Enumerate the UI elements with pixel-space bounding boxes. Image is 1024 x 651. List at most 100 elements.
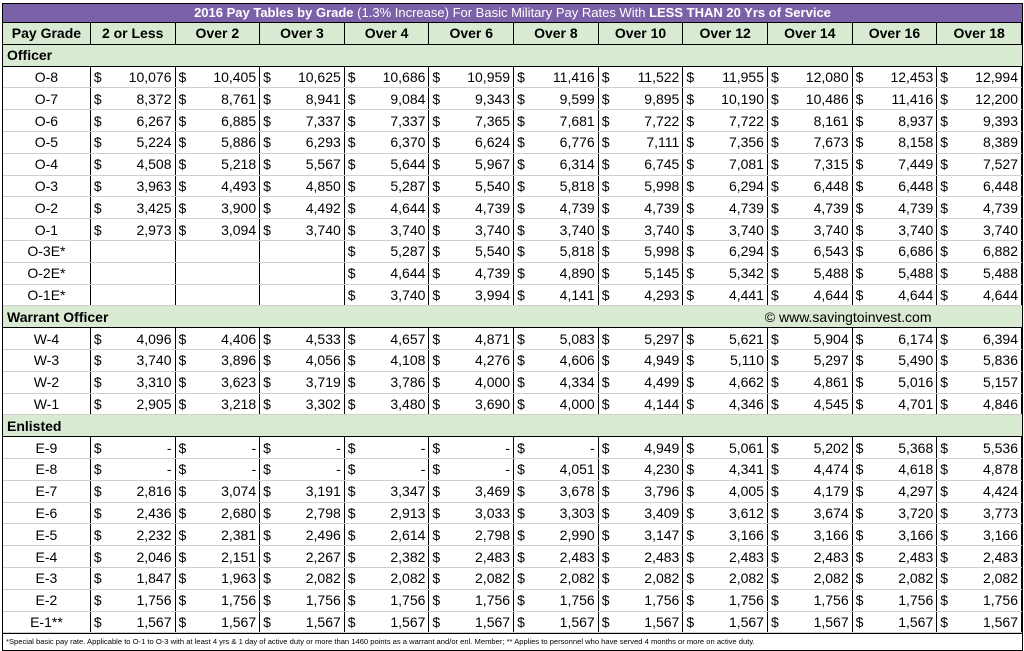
pay-value: 3,740	[305, 221, 341, 238]
pay-value: -	[420, 461, 426, 478]
pay-cell: $2,973	[90, 218, 176, 241]
pay-value: 8,161	[813, 112, 849, 129]
currency-symbol: $	[432, 570, 441, 587]
pay-cell: $3,166	[767, 523, 853, 547]
pay-value: -	[166, 461, 172, 478]
pay-value: 8,937	[898, 112, 934, 129]
pay-value: 8,372	[136, 90, 172, 107]
pay-value: 11,416	[552, 68, 595, 85]
currency-symbol: $	[940, 177, 949, 194]
currency-symbol: $	[517, 221, 525, 238]
pay-value: 5,818	[559, 243, 595, 260]
currency-symbol: $	[347, 265, 356, 282]
pay-value: 6,624	[475, 134, 511, 151]
pay-value: 2,816	[136, 483, 172, 500]
pay-cell: $5,540	[428, 175, 515, 198]
pay-value: 3,302	[305, 395, 341, 412]
pay-cell: $1,756	[344, 589, 430, 612]
pay-value: 3,347	[390, 483, 426, 500]
pay-cell: $5,368	[852, 436, 938, 459]
table-row: O-5 $5,224 $5,886 $6,293 $6,370 $6,624 $6,776 $…	[3, 131, 1022, 154]
pay-cell: $4,293	[598, 284, 684, 307]
pay-value: 4,739	[813, 199, 849, 216]
pay-value: 2,483	[559, 548, 595, 565]
pay-value: 3,786	[390, 374, 426, 391]
pay-value: 4,144	[644, 395, 680, 412]
pay-cell: $4,949	[598, 436, 684, 459]
pay-value: 2,483	[982, 548, 1018, 565]
currency-symbol: $	[178, 395, 187, 412]
currency-symbol: $	[855, 286, 864, 303]
section-label: Officer	[3, 44, 1022, 67]
pay-value: 1,756	[559, 592, 595, 609]
currency-symbol: $	[770, 570, 779, 587]
pay-value: 1,756	[390, 592, 426, 609]
pay-value: 4,096	[136, 330, 172, 347]
pay-value: 3,994	[475, 286, 511, 303]
pay-value: 4,890	[559, 265, 595, 282]
currency-symbol: $	[517, 90, 525, 107]
currency-symbol: $	[263, 221, 271, 238]
footnote: *Special basic pay rate. Applicable to O…	[3, 633, 1022, 650]
pay-value: -	[336, 461, 341, 478]
pay-cell: $4,230	[598, 458, 684, 481]
pay-value: 3,900	[221, 199, 257, 216]
currency-symbol: $	[855, 265, 864, 282]
pay-value: 4,878	[982, 461, 1018, 478]
currency-symbol: $	[432, 504, 441, 521]
currency-symbol: $	[178, 156, 187, 173]
table-row: E-7 $2,816 $3,074 $3,191 $3,347 $3,469 $3,678 $…	[3, 480, 1022, 503]
currency-symbol: $	[770, 221, 779, 238]
pay-value: 10,625	[297, 68, 341, 85]
pay-cell: $2,046	[90, 545, 176, 568]
currency-symbol: $	[686, 439, 695, 456]
pay-value: 4,644	[390, 265, 426, 282]
currency-symbol: $	[855, 177, 864, 194]
currency-symbol: $	[93, 68, 102, 85]
currency-symbol: $	[855, 570, 864, 587]
pay-value: 4,346	[728, 395, 764, 412]
pay-value: 6,448	[898, 177, 934, 194]
pay-value: 3,303	[559, 504, 595, 521]
currency-symbol: $	[601, 68, 610, 85]
pay-cell: $4,871	[428, 327, 515, 350]
pay-cell: $6,882	[936, 240, 1022, 263]
pay-value: 5,157	[982, 374, 1018, 391]
pay-value: 2,614	[390, 526, 426, 543]
currency-symbol: $	[178, 330, 187, 347]
pay-cell: $1,756	[598, 589, 684, 612]
pay-cell: $5,904	[767, 327, 853, 350]
currency-symbol: $	[940, 243, 949, 260]
currency-symbol: $	[517, 374, 525, 391]
currency-symbol: $	[940, 352, 949, 369]
currency-symbol: $	[93, 90, 102, 107]
pay-cell: $3,612	[682, 502, 768, 525]
pay-grade-cell: E-6	[3, 502, 91, 525]
pay-value: 4,949	[644, 439, 680, 456]
pay-value: 1,963	[221, 570, 257, 587]
pay-cell: $ -	[344, 458, 430, 481]
pay-cell: $11,416	[513, 66, 599, 89]
currency-symbol: $	[686, 156, 695, 173]
currency-symbol: $	[263, 504, 271, 521]
pay-grade-cell: O-2E*	[3, 262, 91, 285]
pay-value: 3,166	[728, 526, 764, 543]
pay-cell: $3,302	[259, 393, 345, 416]
currency-symbol: $	[178, 199, 187, 216]
pay-cell: $2,232	[90, 523, 176, 547]
pay-cell: $4,878	[936, 458, 1022, 481]
currency-symbol: $	[686, 592, 695, 609]
currency-symbol: $	[517, 526, 525, 543]
currency-symbol: $	[263, 330, 271, 347]
currency-symbol: $	[347, 439, 356, 456]
pay-grade-cell: E-5	[3, 523, 91, 547]
pay-value: -	[505, 461, 511, 478]
pay-value: 6,543	[813, 243, 849, 260]
currency-symbol: $	[178, 439, 187, 456]
pay-value: 5,644	[390, 156, 426, 173]
pay-value: 3,740	[982, 221, 1018, 238]
currency-symbol: $	[940, 90, 949, 107]
pay-cell: $11,416	[852, 87, 938, 111]
currency-symbol: $	[940, 112, 949, 129]
currency-symbol: $	[347, 286, 356, 303]
